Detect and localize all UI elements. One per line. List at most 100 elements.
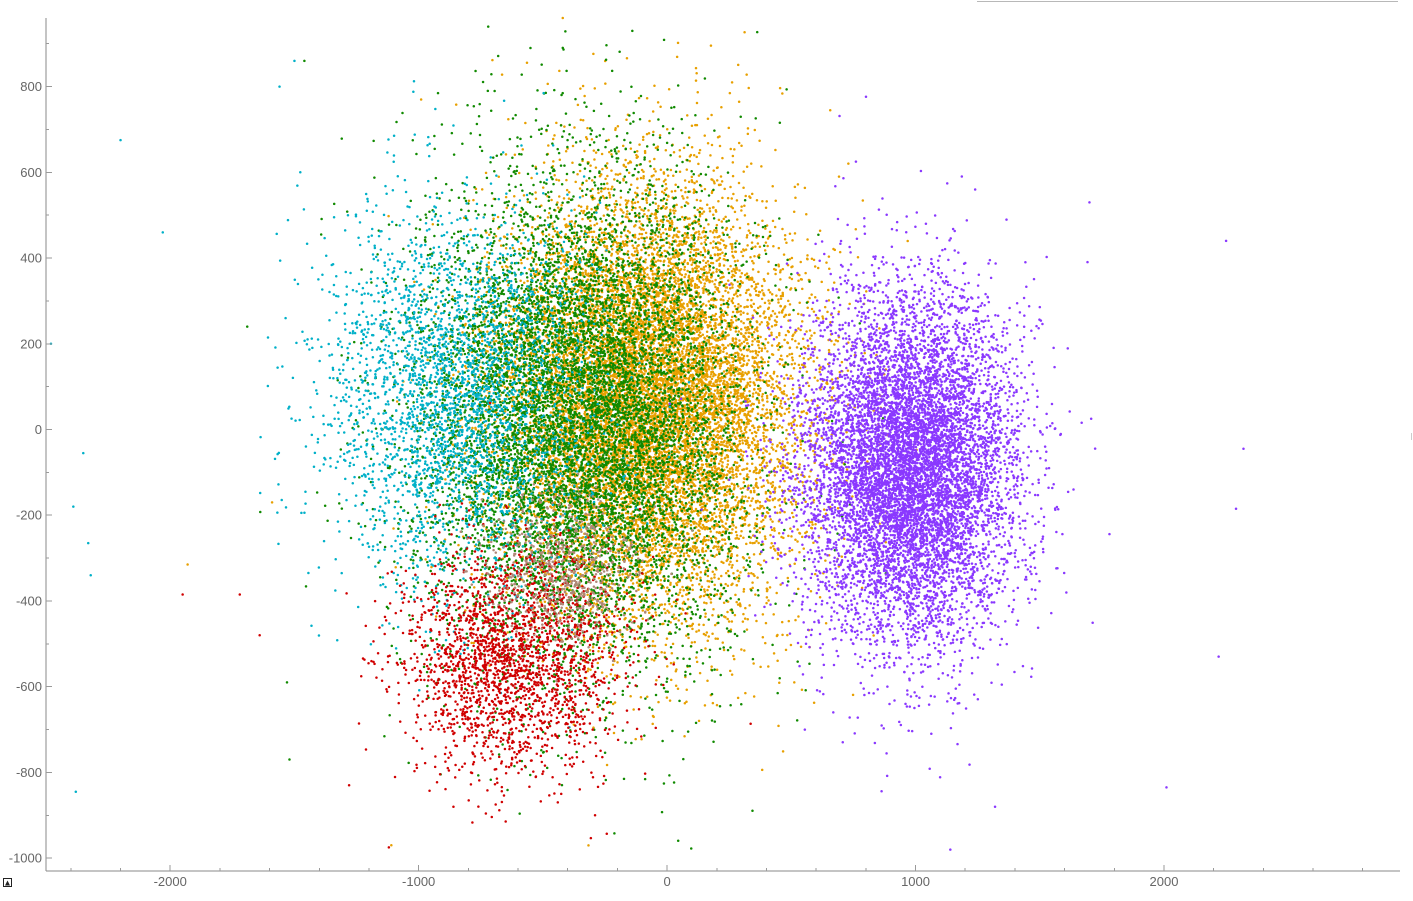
scatter-point [683, 275, 686, 279]
scatter-point [713, 389, 717, 392]
scatter-point [766, 350, 769, 353]
scatter-point [595, 246, 599, 249]
scatter-point [697, 443, 700, 446]
scatter-point [739, 275, 742, 279]
scatter-point [747, 446, 750, 449]
scatter-point [551, 137, 555, 141]
scatter-point [681, 495, 685, 499]
scatter-point [621, 144, 625, 148]
scatter-point [754, 391, 758, 394]
scatter-point [761, 451, 765, 455]
scatter-point [745, 628, 749, 631]
scatter-point [563, 217, 566, 221]
scatter-point [645, 201, 649, 204]
scatter-point [792, 210, 796, 214]
scatter-point [666, 592, 669, 596]
scatter-point [627, 607, 631, 611]
scatter-point [669, 678, 673, 682]
scatter-point [783, 498, 786, 501]
scatter-point [652, 130, 655, 134]
scatter-point [768, 230, 772, 234]
scatter-point [635, 581, 639, 584]
scatter-point [570, 277, 574, 280]
scatter-point [513, 153, 517, 156]
scatter-point [856, 255, 860, 259]
scatter-point [757, 270, 760, 274]
scatter-point [506, 631, 509, 634]
scatter-point [518, 247, 521, 251]
scatter-point [709, 355, 712, 358]
scatter-point [792, 515, 795, 519]
scatter-point [760, 349, 763, 353]
scatter-point [863, 351, 866, 355]
scatter-point [684, 619, 688, 623]
scatter-point [444, 478, 447, 481]
scatter-point [578, 388, 581, 392]
scatter-point [616, 252, 620, 255]
scatter-point [683, 179, 687, 182]
scatter-point [798, 301, 801, 304]
scatter-point [690, 175, 694, 179]
scatter-point [799, 424, 802, 427]
scatter-point [783, 338, 786, 342]
scatter-point [595, 512, 598, 515]
scatter-point [752, 330, 756, 334]
scatter-point [658, 228, 662, 231]
scatter-point [600, 220, 604, 223]
scatter-point [748, 444, 751, 447]
scatter-point [519, 258, 523, 262]
scatter-point [796, 183, 800, 186]
scatter-point [494, 497, 498, 500]
scatter-point [778, 331, 781, 335]
scatter-point [775, 445, 779, 448]
scatter-point [646, 560, 649, 564]
scatter-point [728, 563, 731, 566]
scatter-point [686, 114, 689, 117]
scatter-point [722, 480, 725, 484]
scatter-point [715, 531, 719, 534]
scatter-point [783, 238, 787, 241]
scatter-point [823, 305, 827, 309]
scatter-point [759, 335, 762, 339]
scatter-point [756, 242, 760, 245]
scatter-point [713, 495, 717, 499]
scatter-point [792, 428, 796, 432]
scatter-point [800, 535, 804, 539]
scatter-point [753, 541, 756, 545]
scatter-point [692, 382, 696, 385]
scatter-point [735, 559, 739, 563]
scatter-point [695, 155, 698, 159]
scatter-point [728, 467, 732, 471]
scatter-point [691, 276, 694, 280]
scatter-point [752, 695, 756, 698]
scatter-point [558, 458, 561, 462]
scatter-point [756, 576, 759, 579]
scatter-point [737, 415, 740, 419]
scatter-point [715, 397, 719, 400]
scatter-point [765, 408, 768, 411]
scatter-point [562, 197, 566, 200]
scatter-point [632, 628, 636, 632]
scatter-point [713, 583, 716, 587]
scatter-point [641, 304, 645, 308]
scatter-point [660, 650, 663, 654]
scatter-point [687, 636, 690, 640]
scatter-point [751, 497, 754, 500]
scatter-point [773, 312, 777, 315]
scatter-point [730, 299, 734, 302]
scatter-point [607, 191, 611, 195]
scatter-point [608, 193, 612, 197]
scatter-point [658, 279, 662, 282]
scatter-point [558, 195, 561, 198]
scatter-point [707, 223, 710, 226]
scatter-point [769, 533, 772, 537]
scatter-point [752, 553, 756, 556]
scatter-point [605, 182, 609, 185]
scatter-point [717, 218, 721, 222]
scatter-point [745, 467, 749, 470]
scatter-point [492, 217, 495, 221]
scatter-point [722, 601, 726, 604]
scatter-point [703, 588, 706, 591]
scatter-point [715, 268, 718, 271]
scatter-point [683, 468, 686, 472]
